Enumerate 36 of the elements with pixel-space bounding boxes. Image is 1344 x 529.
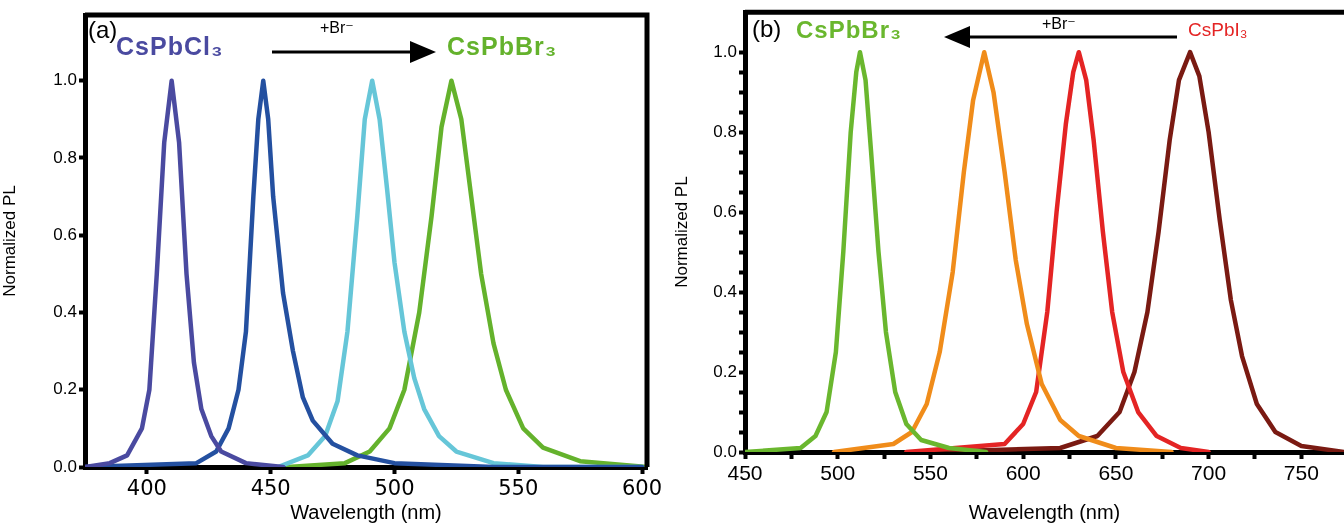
annotation: (a) [88,16,118,43]
x-tick-label: 450 [727,461,763,485]
y-tick-label: 1.0 [53,70,77,90]
y-tick-label: 0.0 [713,441,737,461]
x-tick-label: 650 [1098,461,1134,485]
x-tick-label: 500 [820,461,856,485]
x-tick-label: 700 [1191,461,1227,485]
y-axis-title: Normalized PL [0,185,19,297]
x-tick-label: 750 [1283,461,1319,485]
y-axis-title: Normalized PL [671,176,691,288]
y-tick-label: 0.0 [53,456,77,476]
annotation: CsPbBr₃ [447,32,558,60]
x-axis-title: Wavelength (nm) [290,500,442,523]
y-tick-label: 0.4 [53,302,77,322]
y-tick-label: 0.4 [713,281,737,301]
y-tick-label: 0.2 [53,379,77,399]
x-tick-label: 550 [912,461,948,485]
x-tick-label: 450 [250,476,291,501]
annotation: CsPbCl₃ [116,32,224,60]
x-axis-title: Wavelength (nm) [968,500,1121,523]
y-tick-label: 1.0 [713,41,737,61]
x-tick-label: 500 [374,476,415,501]
y-tick-label: 0.8 [53,147,77,167]
x-tick-label: 400 [126,476,167,501]
annotation: CsPbI₃ [1188,19,1248,40]
y-tick-label: 0.6 [713,201,737,221]
annotation: +Br⁻ [320,19,354,36]
x-tick-label: 600 [622,476,663,501]
x-tick-label: 550 [498,476,539,501]
x-tick-label: 600 [1005,461,1041,485]
y-tick-label: 0.6 [53,224,77,244]
annotation: +Br⁻ [1042,15,1076,32]
annotation: (b) [752,15,782,42]
y-tick-label: 0.2 [713,361,737,381]
annotation: CsPbBr₃ [796,16,903,43]
y-tick-label: 0.8 [713,121,737,141]
